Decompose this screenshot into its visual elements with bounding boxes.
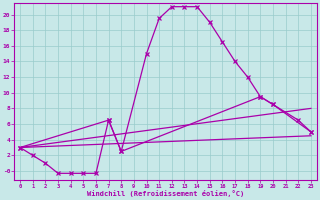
- X-axis label: Windchill (Refroidissement éolien,°C): Windchill (Refroidissement éolien,°C): [87, 190, 244, 197]
